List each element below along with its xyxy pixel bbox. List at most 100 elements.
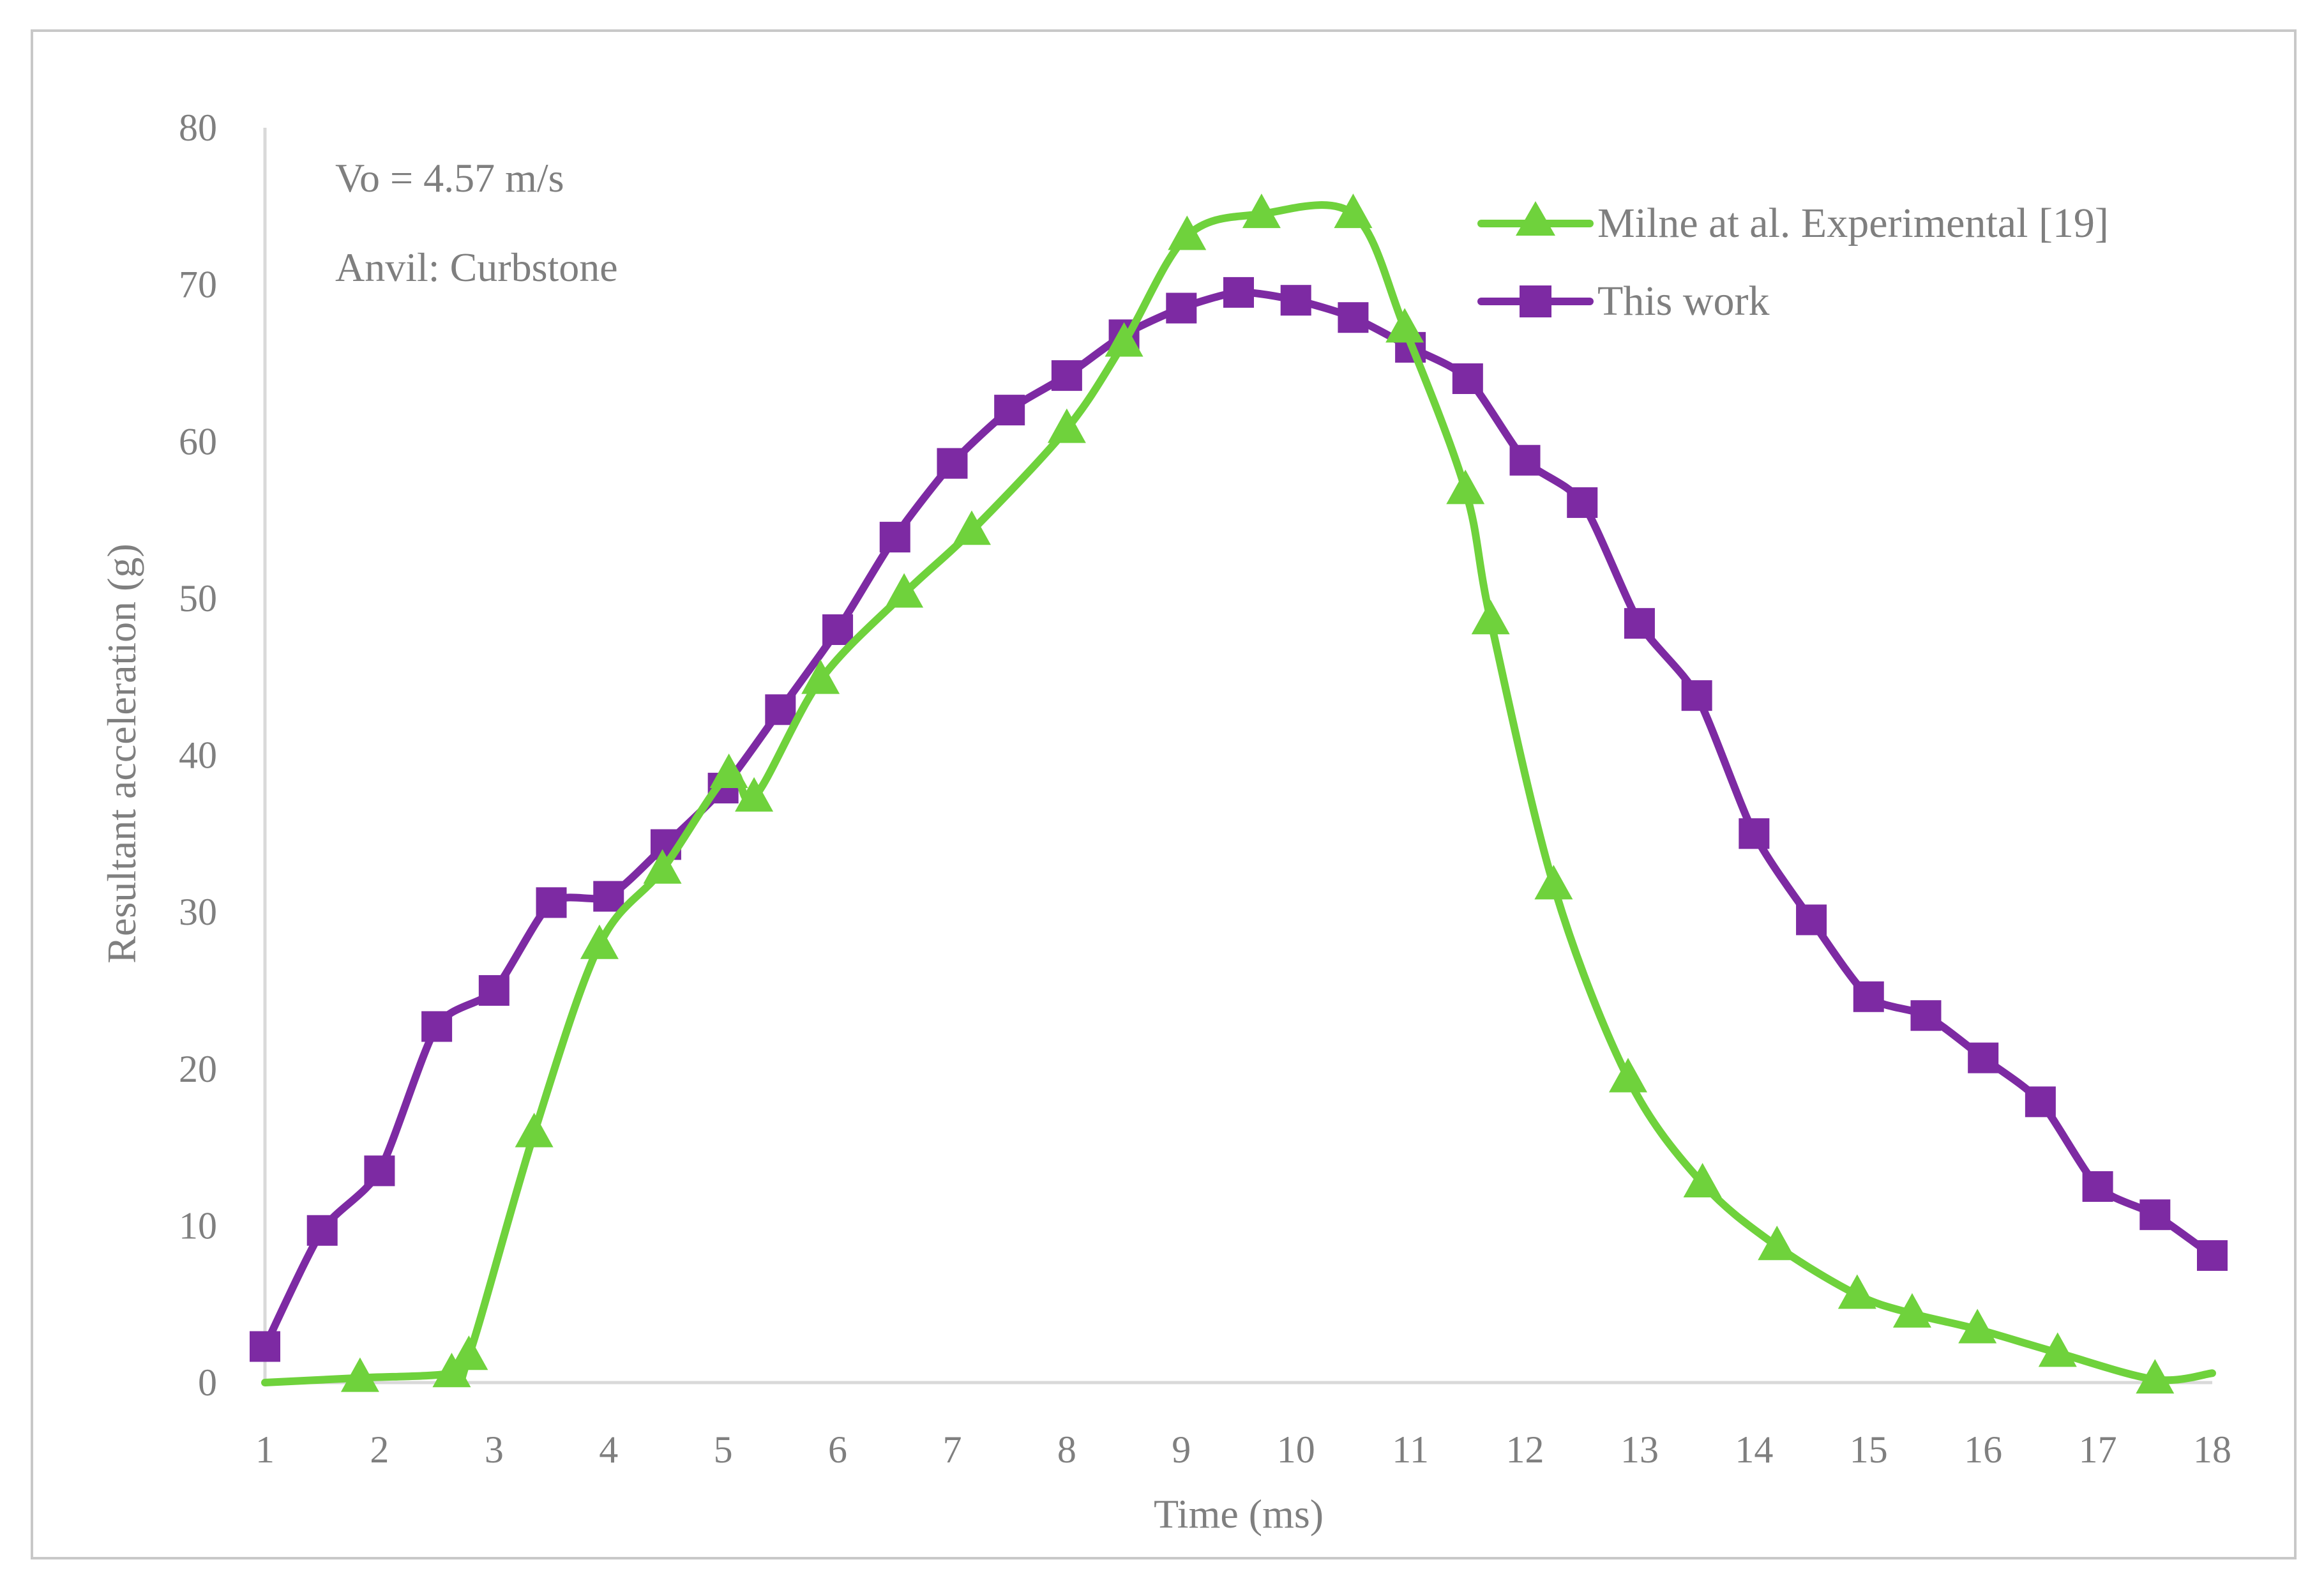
y-tick-label: 20 xyxy=(179,1048,217,1090)
data-point-square xyxy=(1624,608,1655,639)
data-point-square xyxy=(1166,292,1197,324)
data-point-square xyxy=(536,887,567,918)
legend-label-this-work: This work xyxy=(1597,278,1769,324)
velocity-annotation: Vo = 4.57 m/s xyxy=(335,155,564,201)
y-tick-labels: 0 10 20 30 40 50 60 70 80 xyxy=(179,107,217,1404)
data-point-square xyxy=(994,395,1025,426)
data-point-triangle xyxy=(735,777,774,812)
x-tick-label: 4 xyxy=(599,1429,618,1471)
x-tick-label: 13 xyxy=(1620,1429,1659,1471)
data-point-square xyxy=(1910,1000,1942,1031)
data-point-triangle xyxy=(432,1353,471,1388)
data-point-square xyxy=(364,1155,395,1187)
data-point-square xyxy=(1338,302,1369,333)
y-tick-label: 60 xyxy=(179,420,217,462)
data-point-square xyxy=(2082,1171,2113,1202)
x-tick-label: 18 xyxy=(2193,1429,2231,1471)
data-point-triangle xyxy=(2136,1359,2175,1394)
anvil-annotation: Anvil: Curbstone xyxy=(335,245,618,290)
y-tick-label: 40 xyxy=(179,734,217,777)
series-milne xyxy=(261,193,2216,1394)
x-tick-label: 16 xyxy=(1964,1429,2002,1471)
x-tick-label: 1 xyxy=(255,1429,275,1471)
data-point-square xyxy=(1681,680,1712,711)
x-tick-labels: 1 2 3 4 5 6 7 8 9 10 11 12 13 14 15 16 17 18 xyxy=(255,1429,2231,1471)
data-point-square xyxy=(1567,487,1598,519)
data-point-triangle xyxy=(1334,193,1373,229)
x-tick-label: 14 xyxy=(1735,1429,1773,1471)
y-tick-label: 30 xyxy=(179,891,217,933)
data-point-square xyxy=(1739,818,1770,849)
axes xyxy=(263,128,2212,1385)
data-point-triangle xyxy=(1168,215,1207,250)
data-point-triangle xyxy=(1534,865,1573,900)
data-point-square xyxy=(1968,1042,1999,1073)
data-point-triangle xyxy=(1385,308,1424,343)
data-point-square xyxy=(593,881,624,912)
y-tick-label: 70 xyxy=(179,264,217,306)
x-tick-label: 15 xyxy=(1850,1429,1888,1471)
y-axis-title: Resultant acceleration (g) xyxy=(99,543,144,963)
data-point-triangle xyxy=(515,1112,554,1148)
data-point-square xyxy=(822,614,854,645)
data-point-square xyxy=(1223,277,1254,308)
x-axis-title: Time (ms) xyxy=(1154,1491,1324,1536)
data-point-triangle xyxy=(1758,1225,1797,1261)
series-this-work xyxy=(250,277,2228,1362)
data-point-triangle xyxy=(1609,1058,1647,1093)
y-tick-label: 0 xyxy=(198,1362,217,1404)
legend-triangle-marker xyxy=(1516,201,1555,236)
data-point-square xyxy=(1796,904,1827,936)
y-tick-label: 50 xyxy=(179,577,217,619)
data-point-square xyxy=(478,975,509,1006)
data-point-square xyxy=(2025,1086,2056,1118)
data-point-triangle xyxy=(1242,193,1281,229)
x-tick-label: 11 xyxy=(1392,1429,1429,1471)
data-point-square xyxy=(937,448,968,479)
data-point-triangle xyxy=(1683,1163,1722,1198)
data-point-triangle xyxy=(1837,1274,1876,1309)
data-point-triangle xyxy=(1958,1309,1997,1344)
data-point-triangle xyxy=(1471,600,1510,635)
data-point-triangle xyxy=(2038,1332,2077,1367)
x-tick-label: 6 xyxy=(828,1429,847,1471)
x-tick-label: 5 xyxy=(714,1429,733,1471)
x-tick-label: 9 xyxy=(1172,1429,1191,1471)
data-point-triangle xyxy=(952,510,991,545)
chart-frame xyxy=(31,29,2297,1559)
data-point-square xyxy=(1452,363,1483,394)
x-tick-label: 10 xyxy=(1277,1429,1315,1471)
data-point-triangle xyxy=(340,1357,379,1392)
data-point-square xyxy=(306,1215,338,1246)
data-point-square xyxy=(765,694,796,725)
y-tick-label: 80 xyxy=(179,107,217,149)
data-point-square xyxy=(1853,981,1884,1012)
data-point-triangle xyxy=(643,849,682,884)
data-point-triangle xyxy=(1105,322,1143,357)
data-point-triangle xyxy=(449,1335,488,1370)
data-point-triangle xyxy=(1892,1293,1931,1328)
data-point-triangle xyxy=(801,659,840,694)
x-tick-label: 8 xyxy=(1057,1429,1076,1471)
data-point-square xyxy=(1051,360,1082,391)
data-point-square xyxy=(2197,1240,2228,1271)
legend: Milne at al. Experimental [19] This work xyxy=(1477,200,2109,324)
data-point-triangle xyxy=(709,753,748,788)
data-point-square xyxy=(1280,285,1311,316)
data-point-triangle xyxy=(885,573,924,608)
x-tick-label: 12 xyxy=(1506,1429,1544,1471)
y-tick-label: 10 xyxy=(179,1204,217,1247)
data-point-square xyxy=(1509,444,1541,476)
data-point-square xyxy=(879,522,910,553)
data-point-triangle xyxy=(580,924,619,959)
data-point-square xyxy=(250,1331,280,1362)
legend-square-marker xyxy=(1520,285,1551,317)
x-tick-label: 7 xyxy=(942,1429,962,1471)
data-point-square xyxy=(421,1011,453,1042)
series-layer xyxy=(250,193,2228,1394)
data-point-triangle xyxy=(1047,408,1086,443)
x-tick-label: 2 xyxy=(370,1429,389,1471)
x-tick-label: 17 xyxy=(2079,1429,2117,1471)
data-point-triangle xyxy=(1446,469,1485,505)
